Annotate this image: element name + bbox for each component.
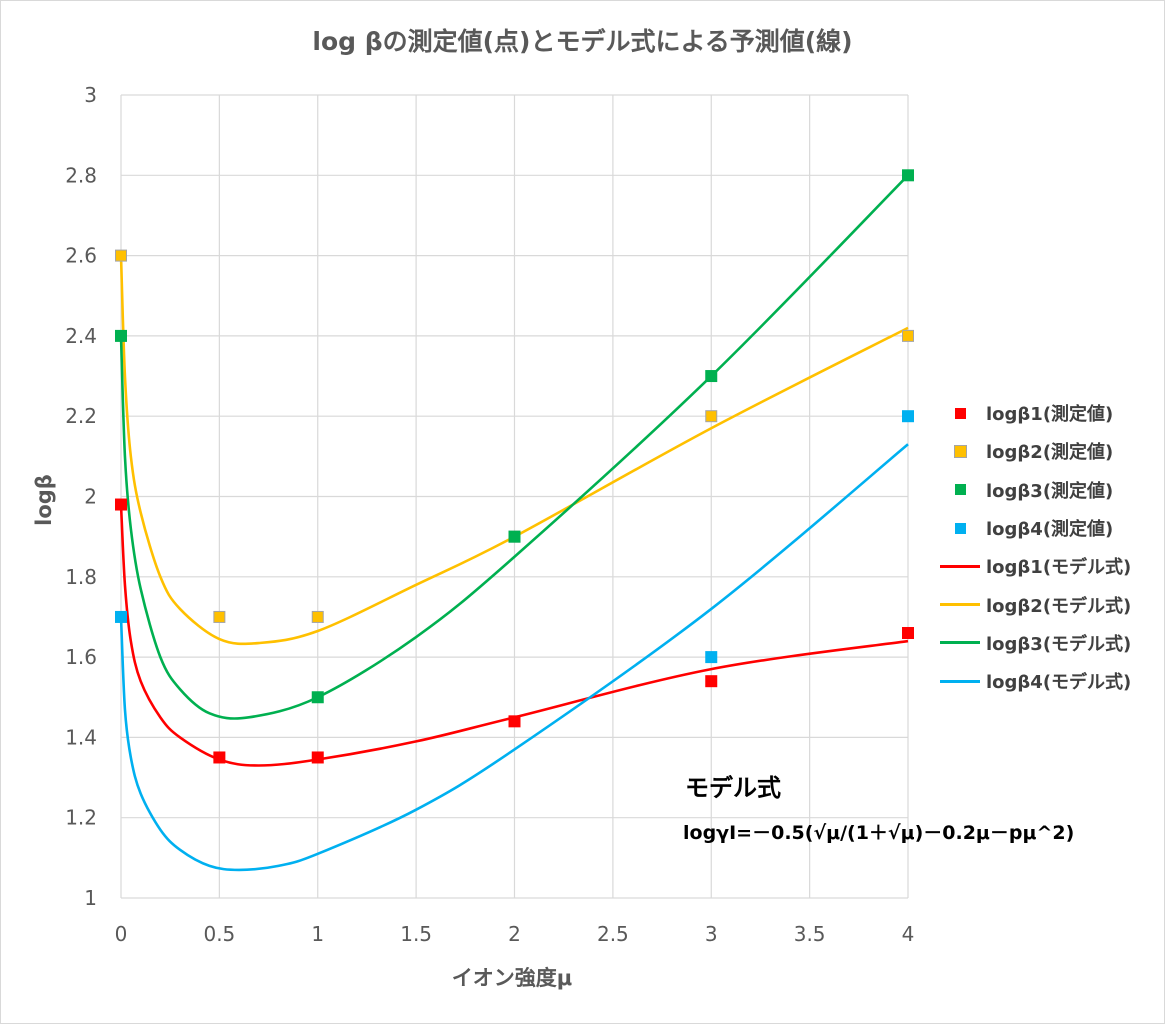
measured-point-4: [902, 410, 914, 423]
legend-item: logβ1(測定値): [940, 394, 1160, 432]
y-tick-label: 1.4: [65, 725, 97, 749]
legend-label: logβ1(測定値): [986, 404, 1114, 426]
measured-point-2: [705, 410, 718, 423]
measured-point-1: [213, 751, 226, 764]
x-axis-label: イオン強度μ: [451, 966, 573, 990]
y-tick-label: 2.2: [65, 404, 97, 428]
x-tick-label: 1: [311, 922, 324, 946]
measured-point-4: [115, 610, 127, 623]
legend-line-marker: [940, 603, 980, 607]
y-tick-label: 2: [84, 485, 97, 509]
measured-point-1: [508, 715, 521, 728]
measured-point-4: [705, 651, 718, 664]
measured-point-3: [508, 530, 521, 543]
legend-item: logβ1(モデル式): [940, 547, 1160, 585]
legend-label: logβ1(モデル式): [986, 557, 1132, 579]
legend-label: logβ2(モデル式): [986, 595, 1132, 617]
model-line-1: [119, 504, 909, 767]
legend-line-marker: [940, 679, 980, 683]
measured-point-2: [213, 610, 226, 623]
model-annotation-title: モデル式: [685, 774, 781, 802]
y-tick-label: 3: [84, 83, 97, 107]
legend-square-marker: [940, 407, 980, 419]
legend-item: logβ2(モデル式): [940, 585, 1160, 623]
legend-label: logβ3(モデル式): [986, 633, 1132, 655]
y-tick-label: 2.6: [65, 244, 97, 268]
legend-line-marker: [940, 641, 980, 645]
measured-point-1: [115, 498, 127, 511]
measured-point-2: [902, 329, 914, 342]
x-tick-label: 2: [508, 922, 521, 946]
legend-item: logβ3(モデル式): [940, 624, 1160, 662]
measured-point-1: [705, 675, 718, 688]
y-tick-label: 1: [84, 886, 97, 910]
x-tick-label: 2.5: [597, 922, 629, 946]
y-tick-label: 2.4: [65, 324, 97, 348]
measured-point-3: [311, 691, 324, 704]
legend-item: logβ4(測定値): [940, 509, 1160, 547]
measured-point-2: [311, 610, 324, 623]
measured-point-2: [115, 249, 127, 262]
model-annotation-formula: logγI=－0.5(√μ/(1＋√μ)－0.2μ－pμ^2): [683, 822, 1075, 844]
y-axis-label: logβ: [32, 474, 56, 526]
legend-item: logβ3(測定値): [940, 471, 1160, 509]
model-line-3: [119, 174, 909, 720]
legend-square-marker: [940, 484, 980, 496]
x-tick-label: 0.5: [203, 922, 235, 946]
legend-label: logβ4(測定値): [986, 519, 1114, 541]
legend-label: logβ4(モデル式): [986, 672, 1132, 694]
legend-square-marker: [940, 522, 980, 534]
legend-label: logβ2(測定値): [986, 442, 1114, 464]
x-tick-label: 4: [902, 922, 915, 946]
measured-point-3: [902, 169, 914, 182]
x-tick-label: 3: [705, 922, 718, 946]
x-tick-label: 1.5: [400, 922, 432, 946]
y-tick-label: 1.6: [65, 645, 97, 669]
y-tick-label: 1.2: [65, 806, 97, 830]
measured-point-1: [902, 627, 914, 640]
y-tick-label: 2.8: [65, 163, 97, 187]
model-line-4: [119, 443, 909, 872]
legend-item: logβ2(測定値): [940, 432, 1160, 470]
chart-title: log βの測定値(点)とモデル式による予測値(線): [312, 27, 853, 56]
legend: logβ1(測定値) logβ2(測定値) logβ3(測定値) logβ4(測定値)…: [940, 394, 1160, 700]
legend-line-marker: [940, 564, 980, 568]
legend-square-marker: [940, 444, 980, 458]
measured-point-1: [311, 751, 324, 764]
measured-point-3: [705, 370, 718, 383]
legend-item: logβ4(モデル式): [940, 662, 1160, 700]
x-tick-label: 3.5: [794, 922, 826, 946]
legend-label: logβ3(測定値): [986, 480, 1114, 502]
measured-point-3: [115, 329, 127, 342]
y-tick-label: 1.8: [65, 565, 97, 589]
model-line-2: [119, 255, 909, 646]
x-tick-label: 0: [115, 922, 128, 946]
